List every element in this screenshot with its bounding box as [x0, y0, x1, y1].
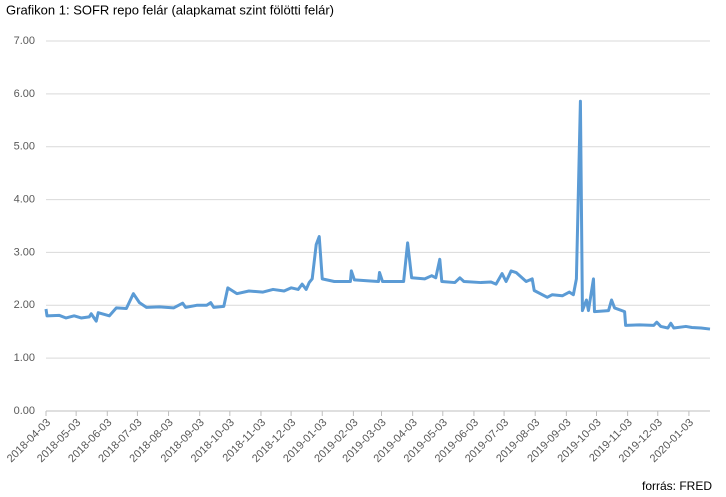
- y-tick-label: 1.00: [14, 352, 35, 364]
- y-tick-label: 5.00: [14, 141, 35, 153]
- y-tick-label: 6.00: [14, 88, 35, 100]
- y-tick-label: 7.00: [14, 35, 35, 47]
- source: forrás: FRED: [642, 479, 712, 493]
- y-tick-label: 0.00: [14, 405, 35, 417]
- y-tick-label: 2.00: [14, 299, 35, 311]
- line-series: [44, 99, 711, 331]
- y-tick-label: 3.00: [14, 246, 35, 258]
- y-tick-label: 4.00: [14, 193, 35, 205]
- chart-title: Grafikon 1: SOFR repo felár (alapkamat s…: [6, 2, 334, 17]
